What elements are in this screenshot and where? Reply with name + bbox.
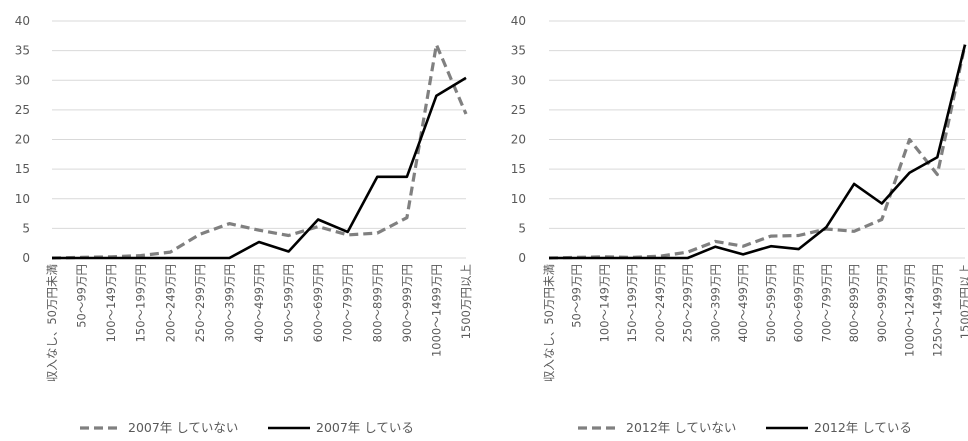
- x-tick-label: 100～149万円: [104, 264, 118, 342]
- x-tick-label: 収入なし、50万円未満: [542, 264, 556, 382]
- x-tick-label: 250～299万円: [681, 264, 695, 342]
- x-tick-label: 900～999万円: [875, 264, 889, 342]
- legend-label: 2007年 していない: [128, 420, 238, 435]
- x-tick-label: 800～899万円: [370, 264, 384, 342]
- x-tick-label: 700～799万円: [819, 264, 833, 342]
- x-tick-label: 150～199万円: [134, 264, 148, 342]
- x-tick-label: 300～399万円: [708, 264, 722, 342]
- x-tick-label: 900～999万円: [400, 264, 414, 342]
- y-tick-label: 30: [15, 73, 30, 87]
- y-tick-label: 10: [15, 192, 30, 206]
- x-tick-label: 100～149万円: [597, 264, 611, 342]
- x-tick-label: 600～699万円: [792, 264, 806, 342]
- y-tick-label: 10: [511, 192, 526, 206]
- x-tick-label: 700～799万円: [341, 264, 355, 342]
- x-tick-label: 200～249万円: [653, 264, 667, 342]
- y-tick-label: 30: [511, 73, 526, 87]
- x-tick-label: 400～499万円: [736, 264, 750, 342]
- y-tick-label: 0: [22, 251, 30, 265]
- y-tick-label: 40: [15, 14, 30, 28]
- series-line-doing: [549, 44, 967, 260]
- legend-label: 2012年 している: [814, 420, 912, 435]
- chart-2012: 0 5 10 15 20 25 30 35 40 収入なし、50万円未満 50～99万円 100～14…: [511, 14, 968, 435]
- legend-label: 2007年 している: [316, 420, 414, 435]
- x-tick-label: 50～99万円: [75, 264, 89, 328]
- x-tick-label: 300～399万円: [222, 264, 236, 342]
- y-tick-label: 15: [15, 162, 30, 176]
- y-tick-label: 25: [511, 103, 526, 117]
- x-tick-label: 1250～1499万円: [930, 264, 944, 357]
- series-line-doing: [52, 76, 467, 260]
- x-tick-label: 600～699万円: [311, 264, 325, 342]
- series-line-not-doing: [51, 43, 468, 260]
- x-tick-label: 1500万円以上: [958, 264, 968, 339]
- x-tick-label: 1500万円以上: [459, 264, 473, 339]
- x-tick-label: 500～599万円: [282, 264, 296, 342]
- y-tick-label: 25: [15, 103, 30, 117]
- y-tick-label: 5: [518, 221, 526, 235]
- y-tick-label: 15: [511, 162, 526, 176]
- x-tick-label: 800～899万円: [847, 264, 861, 342]
- y-tick-label: 20: [511, 133, 526, 147]
- x-tick-label: 400～499万円: [252, 264, 266, 342]
- series-line-not-doing: [548, 44, 967, 260]
- x-tick-label: 収入なし、50万円未満: [45, 264, 59, 382]
- x-tick-label: 200～249万円: [163, 264, 177, 342]
- x-tick-label: 250～299万円: [193, 264, 207, 342]
- x-tick-label: 1000～1499万円: [429, 264, 443, 357]
- x-tick-label: 1000～1249万円: [903, 264, 917, 357]
- y-tick-label: 35: [15, 44, 30, 58]
- x-tick-label: 50～99万円: [570, 264, 584, 328]
- x-tick-label: 150～199万円: [625, 264, 639, 342]
- x-tick-label: 500～599万円: [764, 264, 778, 342]
- y-tick-label: 5: [22, 221, 30, 235]
- y-tick-label: 35: [511, 44, 526, 58]
- y-tick-label: 20: [15, 133, 30, 147]
- legend-label: 2012年 していない: [626, 420, 736, 435]
- chart-2007: 0 5 10 15 20 25 30 35 40 収入なし、50万円未満 50～99万円 100～14…: [15, 14, 473, 435]
- y-tick-label: 40: [511, 14, 526, 28]
- y-tick-label: 0: [518, 251, 526, 265]
